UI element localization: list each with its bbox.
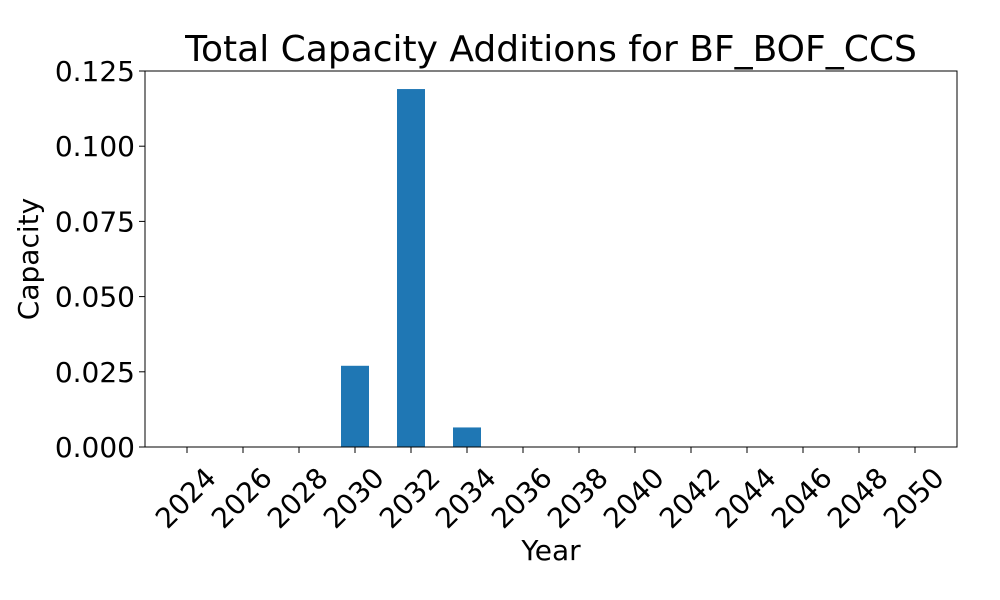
x-tick-label: 2036 [485, 461, 559, 535]
plot-frame [144, 70, 958, 448]
x-tick-label: 2028 [261, 461, 335, 535]
x-tick-label: 2024 [149, 461, 223, 535]
y-tick-label: 0.050 [55, 281, 135, 314]
x-axis-label: Year [520, 534, 581, 567]
x-tick-label: 2042 [653, 461, 727, 535]
x-tick-label: 2038 [541, 461, 615, 535]
x-tick-label: 2048 [821, 461, 895, 535]
x-tick-label: 2030 [317, 461, 391, 535]
x-axis: 2024202620282030203220342036203820402042… [149, 447, 951, 535]
y-axis-label: Capacity [12, 198, 45, 320]
x-tick-label: 2046 [765, 461, 839, 535]
x-tick-label: 2044 [709, 461, 783, 535]
bars-group [341, 89, 481, 447]
x-tick-label: 2032 [373, 461, 447, 535]
bar-2030 [341, 365, 369, 447]
chart-title: Total Capacity Additions for BF_BOF_CCS [184, 29, 917, 70]
x-tick-label: 2034 [429, 461, 503, 535]
x-tick-label: 2050 [877, 461, 951, 535]
bar-2034 [453, 427, 481, 447]
bar-2032 [397, 89, 425, 447]
x-tick-label: 2040 [597, 461, 671, 535]
y-tick-label: 0.100 [55, 130, 135, 163]
y-axis: 0.000 0.025 0.050 0.075 0.100 0.125 [55, 55, 145, 464]
x-tick-label: 2026 [205, 461, 279, 535]
y-tick-label: 0.000 [55, 431, 135, 464]
y-tick-label: 0.025 [55, 356, 135, 389]
y-tick-label: 0.125 [55, 55, 135, 88]
y-tick-label: 0.075 [55, 205, 135, 238]
